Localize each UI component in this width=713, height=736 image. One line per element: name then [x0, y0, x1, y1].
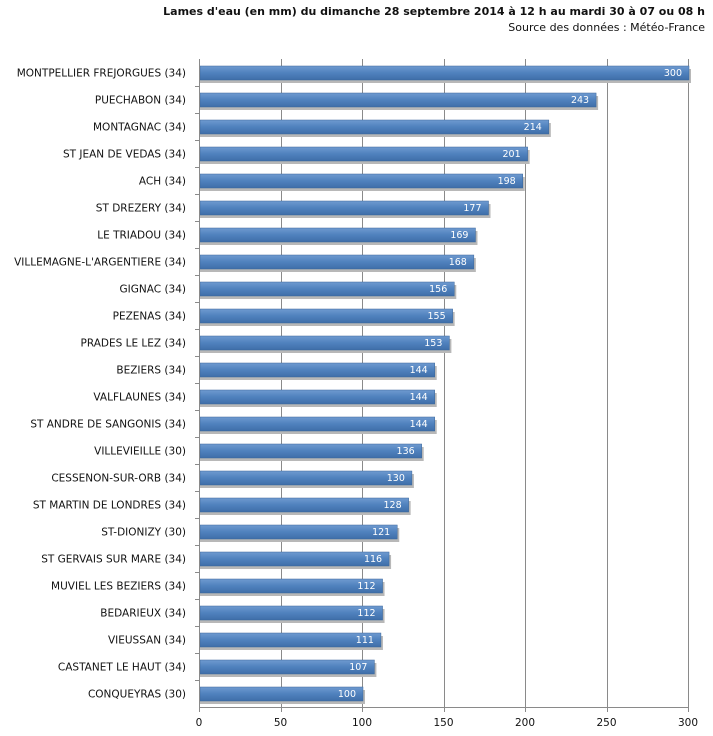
category-label: PEZENAS (34): [113, 311, 186, 323]
category-label: CASTANET LE HAUT (34): [58, 662, 186, 674]
bar-value-label: 155: [428, 311, 446, 322]
bar: [199, 551, 390, 567]
x-tick-label: 50: [274, 717, 287, 729]
bar: [199, 362, 435, 378]
bar-value-label: 111: [356, 635, 374, 646]
x-tick-label: 250: [596, 717, 616, 729]
grid-lines: [281, 59, 689, 707]
bar-value-label: 300: [664, 68, 682, 79]
bar: [199, 173, 523, 189]
category-label: VILLEVIEILLE (30): [94, 446, 186, 458]
bar: [199, 578, 383, 594]
bar-value-label: 144: [410, 365, 428, 376]
category-label: ST JEAN DE VEDAS (34): [63, 149, 186, 161]
bar: [199, 416, 435, 432]
category-label: GIGNAC (34): [120, 284, 186, 296]
category-label: BEZIERS (34): [116, 365, 186, 377]
category-label: ST GERVAIS SUR MARE (34): [41, 554, 186, 566]
bar-value-label: 169: [450, 230, 468, 241]
bar: [199, 389, 435, 405]
bar: [199, 146, 528, 162]
bar-value-label: 112: [357, 608, 375, 619]
bar: [199, 605, 383, 621]
bar: [199, 119, 550, 135]
bar: [199, 632, 382, 648]
bar: [199, 524, 398, 540]
x-tick-label: 200: [515, 717, 535, 729]
bar: [199, 92, 597, 108]
category-label: CONQUEYRAS (30): [88, 689, 186, 701]
bar-value-label: 198: [498, 176, 516, 187]
category-label: MONTPELLIER FREJORGUES (34): [17, 68, 186, 80]
bar-value-label: 243: [571, 95, 589, 106]
bar: [199, 200, 489, 216]
category-label: ACH (34): [139, 176, 186, 188]
bar-value-label: 177: [463, 203, 481, 214]
bar: [199, 65, 690, 81]
category-label: VIEUSSAN (34): [108, 635, 186, 647]
bar-value-label: 121: [372, 527, 390, 538]
category-label: PRADES LE LEZ (34): [81, 338, 187, 350]
bar-value-label: 116: [364, 554, 382, 565]
x-tick-label: 150: [433, 717, 453, 729]
category-label: BEDARIEUX (34): [100, 608, 186, 620]
category-label: LE TRIADOU (34): [97, 230, 186, 242]
bar-value-label: 136: [397, 446, 415, 457]
bar-value-label: 112: [357, 581, 375, 592]
category-label: ST MARTIN DE LONDRES (34): [33, 500, 186, 512]
chart-title-block: Lames d'eau (en mm) du dimanche 28 septe…: [163, 4, 705, 35]
bar-value-label: 144: [410, 419, 428, 430]
bar: [199, 281, 455, 297]
category-label: MUVIEL LES BEZIERS (34): [51, 581, 186, 593]
x-tick-label: 300: [678, 717, 698, 729]
bar: [199, 443, 422, 459]
category-label: ST-DIONIZY (30): [101, 527, 186, 539]
bar-value-label: 156: [429, 284, 447, 295]
bar: [199, 335, 450, 351]
bar-value-label: 130: [387, 473, 405, 484]
chart-title: Lames d'eau (en mm) du dimanche 28 septe…: [163, 5, 705, 18]
bar: [199, 254, 475, 270]
bar-value-label: 214: [524, 122, 542, 133]
axes: 0 50 100 150 200 250 300 MONTPELLIER FREJORGUES…: [14, 59, 698, 729]
bar: [199, 497, 409, 513]
bar-value-label: 144: [410, 392, 428, 403]
bar: [199, 659, 375, 675]
bar: [199, 470, 413, 486]
bar: [199, 308, 453, 324]
category-label: PUECHABON (34): [95, 95, 186, 107]
bar-value-label: 107: [349, 662, 367, 673]
category-label: ST ANDRE DE SANGONIS (34): [30, 419, 186, 431]
x-tick-label: 0: [196, 717, 203, 729]
category-label: VALFLAUNES (34): [93, 392, 186, 404]
bar: [199, 227, 476, 243]
x-tick-label: 100: [352, 717, 372, 729]
chart-subtitle: Source des données : Météo-France: [508, 21, 705, 34]
category-label: MONTAGNAC (34): [93, 122, 186, 134]
category-label: ST DREZERY (34): [96, 203, 186, 215]
bar-value-label: 168: [449, 257, 467, 268]
bar-value-label: 201: [502, 149, 520, 160]
bar-value-label: 100: [338, 689, 356, 700]
category-label: VILLEMAGNE-L'ARGENTIERE (34): [14, 257, 186, 269]
bar-value-label: 128: [383, 500, 401, 511]
bars: 300 243 214 201 198 177 169 168 156 155 153 144 144 1…: [199, 65, 691, 704]
category-label: CESSENON-SUR-ORB (34): [51, 473, 186, 485]
bar-value-label: 153: [424, 338, 442, 349]
